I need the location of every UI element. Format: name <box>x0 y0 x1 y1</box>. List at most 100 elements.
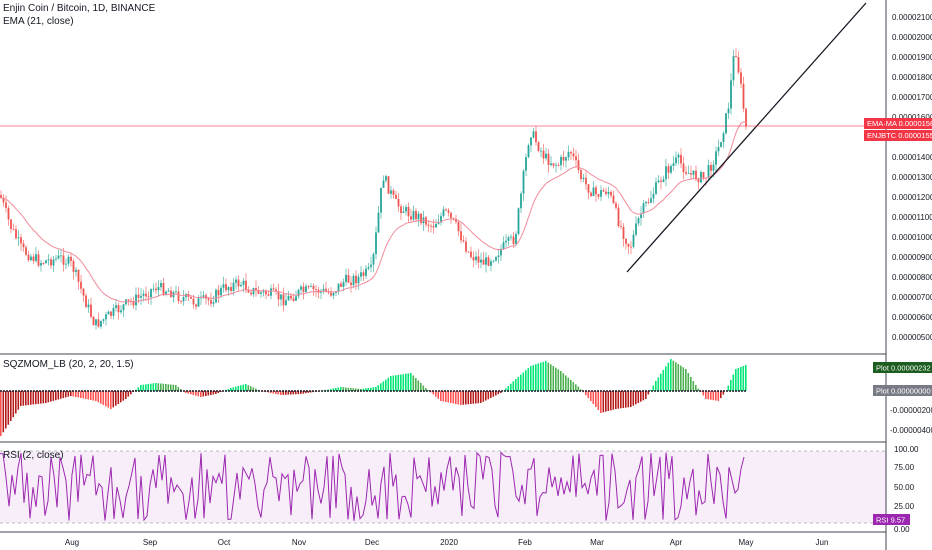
price-tick-label: 0.00000600 <box>892 313 932 322</box>
momentum-bar <box>470 391 472 404</box>
price-pane[interactable]: Enjin Coin / Bitcoin, 1D, BINANCE EMA (2… <box>0 2 932 342</box>
momentum-bar <box>145 384 147 391</box>
candle-body <box>337 283 340 292</box>
trend-line[interactable] <box>626 2 867 273</box>
momentum-bar <box>170 384 172 391</box>
momentum-bar <box>590 391 592 401</box>
momentum-bar <box>67 391 70 397</box>
momentum-bar <box>175 385 177 391</box>
momentum-bar <box>682 367 685 391</box>
candle-body <box>370 264 372 268</box>
squeeze-momentum-pane[interactable]: SQZMOM_LB (20, 2, 20, 1.5) -0.00000200-0… <box>0 359 932 436</box>
time-tick-label: Feb <box>518 538 532 547</box>
momentum-bar <box>305 391 307 394</box>
candle-body <box>90 304 92 317</box>
candle-body <box>680 154 682 164</box>
momentum-bar <box>575 384 577 391</box>
candle-body <box>715 151 717 165</box>
candle-body <box>585 177 587 185</box>
momentum-bar <box>560 371 562 391</box>
candle-body <box>195 304 197 307</box>
candle-body <box>392 190 395 195</box>
candle-body <box>250 292 252 295</box>
price-tick-label: 0.00001700 <box>892 93 932 102</box>
candle-body <box>515 233 517 245</box>
price-tick-label: 0.00001000 <box>892 233 932 242</box>
momentum-bar <box>512 381 515 391</box>
price-tick-label: 0.00000900 <box>892 253 932 262</box>
momentum-bar <box>565 375 567 391</box>
price-tag-box <box>864 130 932 141</box>
candle-body <box>155 288 157 291</box>
momentum-bar <box>685 369 687 391</box>
candle-body <box>477 256 480 263</box>
momentum-bar <box>542 361 545 391</box>
candle-body <box>165 291 167 295</box>
momentum-bar <box>617 391 620 409</box>
momentum-bar <box>382 381 385 391</box>
candle-body <box>142 293 145 296</box>
candle-body <box>62 255 65 265</box>
candle-body <box>512 236 515 245</box>
momentum-bar <box>710 391 712 400</box>
time-tick-label: May <box>738 538 753 547</box>
candle-body <box>12 228 15 230</box>
momentum-bar <box>210 391 212 395</box>
candle-body <box>137 294 140 298</box>
momentum-bar <box>450 391 452 403</box>
candlestick-series <box>0 48 747 330</box>
candle-body <box>210 300 212 304</box>
candle-body <box>517 208 520 234</box>
momentum-bar <box>615 391 617 409</box>
candle-body <box>405 207 407 212</box>
candle-body <box>55 258 57 260</box>
momentum-bar <box>205 391 207 396</box>
momentum-bar <box>47 391 50 403</box>
momentum-bar <box>150 383 152 391</box>
candle-body <box>602 190 605 192</box>
price-axis[interactable]: 0.00002100 0.00002000 0.00001900 0.00001800… <box>892 13 932 342</box>
momentum-bar <box>232 387 235 391</box>
candle-body <box>52 259 55 266</box>
momentum-bar <box>87 391 90 400</box>
sqz-tag-box <box>873 385 932 396</box>
price-tick-label: 0.00001800 <box>892 73 932 82</box>
candle-body <box>22 243 25 248</box>
momentum-bar <box>622 391 625 408</box>
momentum-bar <box>557 369 560 391</box>
candle-body <box>245 280 247 290</box>
momentum-bar <box>335 388 337 391</box>
momentum-bar <box>552 366 555 391</box>
candle-body <box>252 288 255 295</box>
momentum-bar <box>427 390 430 391</box>
time-tick-label: Aug <box>65 538 79 547</box>
sqz-tick-label: -0.00000400 <box>890 426 932 435</box>
sqz-axis[interactable]: -0.00000200 -0.00000400 <box>890 406 932 435</box>
momentum-bar <box>435 391 437 397</box>
time-axis[interactable]: Aug Sep Oct Nov Dec 2020 Feb Mar Apr May Jun <box>65 538 829 547</box>
momentum-bar <box>702 391 705 396</box>
momentum-bar <box>112 391 115 408</box>
momentum-bar <box>345 387 347 391</box>
momentum-bar <box>452 391 455 404</box>
momentum-bar <box>167 384 170 391</box>
candle-body <box>695 170 697 180</box>
candle-body <box>297 289 300 297</box>
momentum-bar <box>352 388 355 391</box>
momentum-bar <box>640 391 642 402</box>
momentum-bar <box>207 391 210 396</box>
rsi-pane[interactable]: RSI (2, close) 100.00 75.00 50.00 25.00 0.00… <box>0 445 919 534</box>
time-tick-label: Sep <box>143 538 158 547</box>
candle-body <box>175 291 177 293</box>
rsi-axis[interactable]: 100.00 75.00 50.00 25.00 0.00 <box>894 445 919 534</box>
candle-body <box>182 297 185 302</box>
momentum-bar <box>270 391 272 393</box>
momentum-bar <box>122 391 125 401</box>
time-tick-label: Oct <box>218 538 231 547</box>
momentum-bar <box>50 391 52 402</box>
momentum-bar <box>442 391 445 402</box>
momentum-bar <box>40 391 42 404</box>
momentum-bar <box>727 385 730 391</box>
momentum-bar <box>632 391 635 406</box>
